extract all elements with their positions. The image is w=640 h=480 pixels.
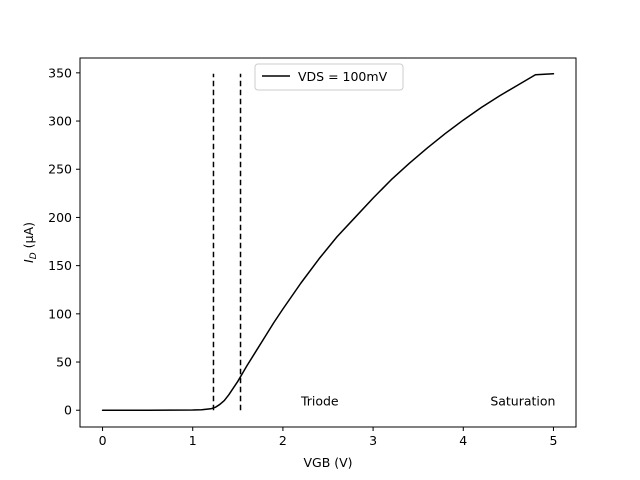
annotation-triode: Triode [300, 393, 339, 408]
x-axis-label: VGB (V) [303, 455, 352, 470]
y-tick-label: 300 [48, 114, 72, 129]
axes-frame [79, 57, 577, 428]
x-tick-label: 5 [549, 433, 557, 448]
y-tick-label: 200 [48, 210, 72, 225]
y-tick-label: 150 [48, 258, 72, 273]
plot-area [80, 58, 576, 427]
x-tick-label: 2 [279, 433, 287, 448]
annotation-saturation: Saturation [490, 393, 555, 408]
x-tick-label: 4 [459, 433, 467, 448]
series-line [101, 73, 555, 411]
y-tick-label: 0 [64, 403, 72, 418]
y-tick-label: 250 [48, 162, 72, 177]
legend-box [254, 63, 404, 91]
legend-entry-label: VDS = 100mV [298, 69, 388, 84]
y-axis-label: ID(μA) [21, 222, 39, 263]
y-tick-label: 100 [48, 306, 72, 321]
y-tick-label: 350 [48, 65, 72, 80]
x-tick-label: 1 [189, 433, 197, 448]
legend: VDS = 100mV [254, 63, 404, 91]
x-tick-label: 0 [99, 433, 107, 448]
x-tick-label: 3 [369, 433, 377, 448]
y-tick-label: 50 [56, 355, 72, 370]
